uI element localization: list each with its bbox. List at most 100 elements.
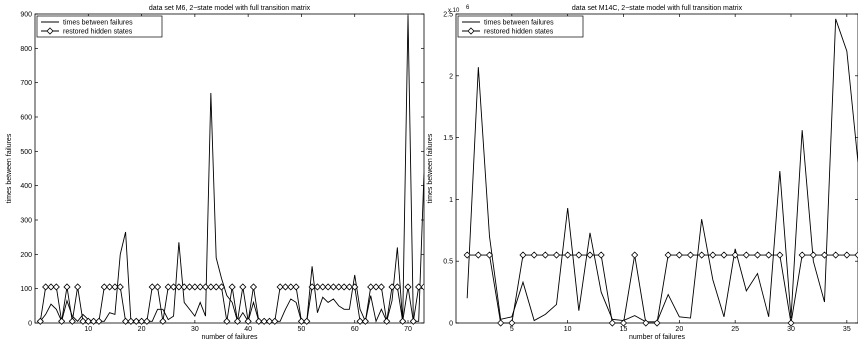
data-point — [122, 317, 130, 325]
data-point — [485, 251, 494, 259]
data-point — [474, 251, 482, 259]
data-point — [138, 317, 146, 325]
data-point — [100, 283, 108, 291]
plot-frame — [34, 13, 425, 324]
x-tick-label: 70 — [404, 326, 412, 333]
data-point — [63, 283, 71, 291]
y-tick-label: 1.5 — [443, 135, 453, 142]
legend-marker — [46, 27, 54, 35]
data-point — [393, 283, 401, 291]
data-point — [608, 319, 616, 327]
data-point — [313, 283, 321, 291]
chart-2: data set M14C, 2−state model with full t… — [427, 5, 858, 341]
legend: times between failures restored hidden st… — [36, 15, 163, 38]
x-tick-label: 10 — [564, 326, 572, 333]
data-point — [249, 283, 258, 291]
data-point — [709, 251, 717, 259]
data-point — [116, 283, 124, 291]
x-tick-label: 20 — [138, 326, 146, 333]
y-axis-label: times between failures — [427, 133, 434, 203]
legend-box — [36, 15, 163, 38]
data-point — [388, 283, 396, 291]
data-point — [212, 283, 220, 291]
data-point — [765, 251, 773, 259]
data-point — [244, 317, 252, 325]
x-tick-label: 30 — [191, 326, 199, 333]
y-exponent-power: 6 — [466, 5, 470, 11]
chart-title: data set M6, 2−state model with full tra… — [149, 5, 311, 12]
data-point — [281, 283, 290, 291]
chart-1: data set M6, 2−state model with full tra… — [6, 5, 425, 341]
data-point — [42, 283, 50, 291]
data-point — [367, 283, 375, 291]
legend-entry: times between failures — [484, 20, 554, 27]
data-point — [74, 283, 82, 291]
data-point — [415, 283, 423, 291]
data-point — [399, 317, 407, 325]
data-point — [519, 251, 527, 259]
data-point — [169, 283, 178, 291]
data-point — [239, 283, 247, 291]
data-point — [345, 283, 353, 291]
data-point — [508, 319, 516, 327]
data-point — [642, 319, 650, 327]
x-axis-label: number of failures — [629, 334, 686, 341]
data-point — [586, 251, 594, 259]
x-tick-label: 10 — [84, 326, 92, 333]
data-point — [271, 317, 279, 325]
x-tick-label: 50 — [298, 326, 306, 333]
y-tick-label: 0.5 — [443, 259, 453, 266]
data-point — [191, 283, 199, 291]
data-point — [308, 283, 316, 291]
data-point — [79, 317, 87, 325]
data-point — [653, 319, 661, 327]
legend: times between failures restored hidden st… — [457, 15, 584, 38]
data-point — [292, 283, 300, 291]
data-point — [111, 283, 119, 291]
y-tick-label: 200 — [20, 252, 32, 259]
data-point — [148, 283, 156, 291]
y-axis-label: times between failures — [6, 133, 13, 203]
y-tick-label: 100 — [20, 286, 32, 293]
data-point — [143, 317, 151, 325]
data-point — [228, 283, 236, 291]
plot-frame — [455, 13, 858, 324]
data-point — [276, 283, 284, 291]
data-point — [361, 317, 369, 325]
legend-entry: times between failures — [63, 20, 133, 27]
data-point — [854, 251, 858, 259]
x-tick-label: 60 — [351, 326, 359, 333]
data-point — [675, 251, 683, 259]
data-point — [698, 251, 706, 259]
data-point — [372, 283, 380, 291]
data-point — [541, 251, 549, 259]
data-point — [52, 283, 60, 291]
y-exponent-label: x 10 — [448, 8, 460, 14]
data-point — [351, 283, 359, 291]
data-point — [255, 317, 263, 325]
y-tick-label: 1 — [449, 197, 453, 204]
data-point — [409, 317, 417, 325]
data-point — [297, 317, 306, 325]
data-point — [164, 283, 172, 291]
y-tick-label: 300 — [20, 218, 32, 225]
data-point — [58, 317, 66, 325]
y-tick-label: 900 — [20, 12, 32, 19]
data-point — [832, 251, 840, 259]
data-point — [303, 317, 311, 325]
y-tick-label: 2 — [449, 73, 453, 80]
data-point — [223, 317, 231, 325]
legend-entry: restored hidden states — [484, 29, 554, 36]
legend-marker — [467, 27, 475, 35]
data-point — [575, 251, 583, 259]
data-point — [420, 283, 424, 291]
data-point — [335, 283, 343, 291]
x-axis-label: number of failures — [201, 334, 258, 341]
data-point — [720, 251, 728, 259]
data-point — [68, 317, 76, 325]
data-point — [530, 251, 538, 259]
data-point — [180, 283, 188, 291]
data-point — [153, 283, 162, 291]
data-point — [201, 283, 210, 291]
